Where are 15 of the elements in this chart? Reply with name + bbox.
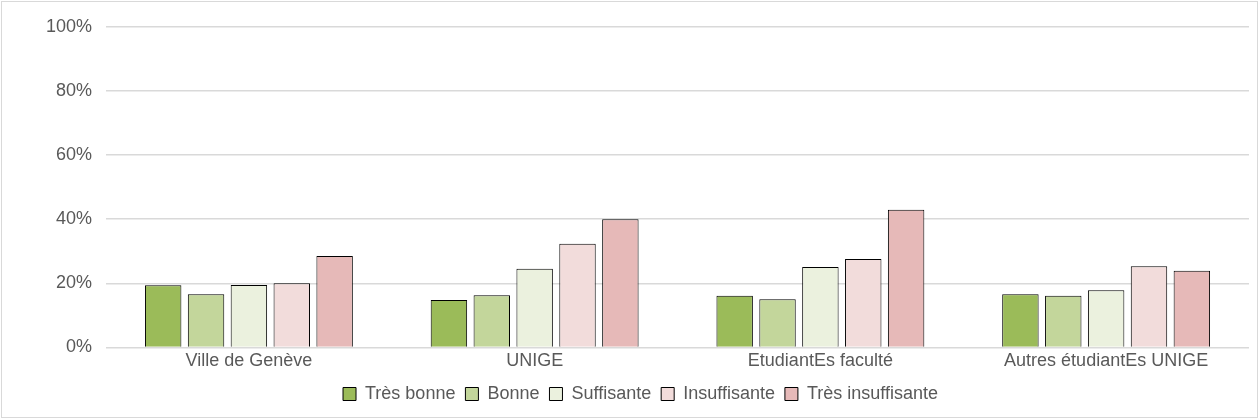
legend-label: Très bonne — [365, 382, 456, 403]
y-tick-label: 20% — [56, 272, 93, 293]
legend-label: Insuffisante — [683, 382, 775, 403]
x-tick-label: UNIGE — [506, 350, 564, 371]
y-tick-label: 80% — [56, 79, 93, 100]
y-tick-label: 100% — [45, 15, 93, 36]
x-tick-label: Autres étudiantEs UNIGE — [1004, 350, 1209, 371]
x-tick-label: EtudiantEs faculté — [747, 350, 893, 371]
y-tick-label: 0% — [66, 336, 93, 357]
legend-label: Suffisante — [571, 382, 652, 403]
x-tick-label: Ville de Genève — [185, 350, 313, 371]
legend-label: Très insuffisante — [806, 382, 938, 403]
y-tick-label: 60% — [56, 144, 93, 165]
y-tick-label: 40% — [56, 208, 93, 229]
legend-label: Bonne — [487, 382, 540, 403]
